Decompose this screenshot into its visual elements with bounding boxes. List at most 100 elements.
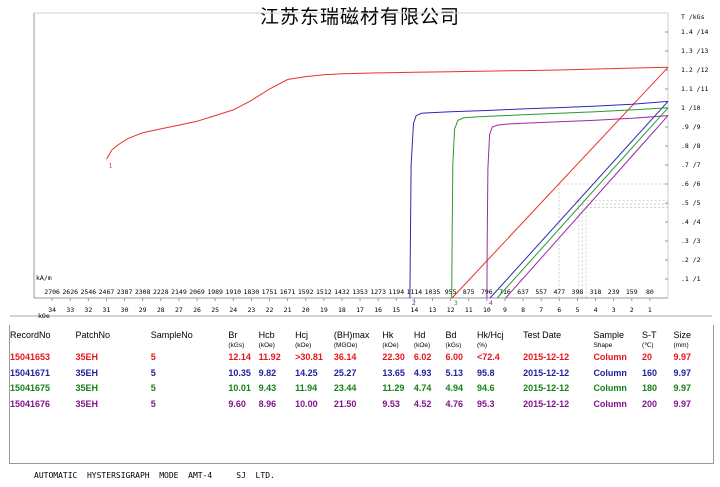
right-axis-unit: T /kGs xyxy=(681,13,705,21)
x-top-tick-label: 2228 xyxy=(153,288,169,296)
column-header: Hk/Hcj xyxy=(476,330,504,340)
column-header: SampleNo xyxy=(150,330,193,340)
table-cell: 9.53 xyxy=(382,398,400,409)
table-cell: 5 xyxy=(150,398,156,409)
column-header: Test Date xyxy=(523,330,562,340)
x-bottom-unit: kOe xyxy=(38,312,50,320)
x-bottom-tick-label: 1 xyxy=(648,306,652,314)
x-bottom-tick-label: 18 xyxy=(338,306,346,314)
table-cell: 6.02 xyxy=(413,352,432,362)
right-tick-label: .4 /4 xyxy=(681,218,701,226)
table-cell: 9.60 xyxy=(228,398,246,409)
column-header: Hd xyxy=(413,330,426,340)
x-bottom-tick-label: 17 xyxy=(356,306,364,314)
column-unit xyxy=(10,341,76,350)
table-row: 15041675 35EH 5 10.01 9.43 11.94 23.44 11.29 4.7… xyxy=(10,381,710,397)
x-top-tick-label: 637 xyxy=(517,288,529,296)
table-cell: 36.14 xyxy=(333,352,357,362)
table-body: 15041653 35EH 5 12.14 11.92 >30.81 36.14 22.30 6… xyxy=(10,350,710,412)
x-bottom-tick-label: 9 xyxy=(503,306,507,314)
column-unit: (%) xyxy=(476,342,488,349)
right-tick-label: .3 /3 xyxy=(681,237,701,245)
table-cell: 180 xyxy=(641,383,657,393)
x-bottom-tick-label: 21 xyxy=(284,306,292,314)
x-bottom-tick-label: 33 xyxy=(66,306,74,314)
x-top-tick-label: 1035 xyxy=(425,288,441,296)
column-header: S-T xyxy=(641,330,657,340)
table-cell: 35EH xyxy=(75,352,99,362)
x-bottom-tick-label: 22 xyxy=(266,306,274,314)
table-cell: Column xyxy=(593,398,627,409)
x-bottom-tick-label: 13 xyxy=(429,306,437,314)
footer-text: AUTOMATIC HYSTERSIGRAPH MODE AMT-4 SJ LT… xyxy=(34,471,275,480)
x-top-tick-label: 2387 xyxy=(117,288,133,296)
right-tick-label: .9 /9 xyxy=(681,123,701,131)
table-cell: 2015-12-12 xyxy=(523,352,570,362)
results-table-frame xyxy=(9,325,714,464)
right-axis-ticks: T /kGs .1 /1 .2 /2 .3 /3 .4 /4 .5 /5 .6 /6 .7 /… xyxy=(665,13,708,283)
table-row: 15041653 35EH 5 12.14 11.92 >30.81 36.14 22.30 6… xyxy=(10,350,710,366)
x-top-tick-label: 875 xyxy=(463,288,475,296)
table-cell: 10.01 xyxy=(228,383,251,393)
table-cell: 15041671 xyxy=(10,367,51,378)
x-bottom-tick-label: 12 xyxy=(447,306,455,314)
x-top-tick-label: 239 xyxy=(608,288,620,296)
table-cell: 20 xyxy=(641,352,652,362)
table-cell: 4.93 xyxy=(413,367,432,378)
table-cell: 25.27 xyxy=(333,367,357,378)
chart-curves: 1 2 3 4 xyxy=(106,66,669,307)
results-table: RecordNo PatchNo SampleNo Br Hcb Hcj (BH)max Hk… xyxy=(10,329,710,412)
series-line xyxy=(486,115,669,299)
series-line xyxy=(451,107,669,299)
right-tick-label: 1 /10 xyxy=(681,104,701,112)
table-cell: >30.81 xyxy=(295,352,323,362)
series-line xyxy=(106,66,669,160)
x-top-tick-label: 2706 xyxy=(44,288,60,296)
x-bottom-tick-label: 14 xyxy=(410,306,418,314)
table-cell: 35EH xyxy=(75,383,99,393)
table-cell: 23.44 xyxy=(333,383,357,393)
x-bottom-tick-label: 34 xyxy=(48,306,56,314)
column-unit: (kOe) xyxy=(295,342,312,349)
table-cell: 2015-12-12 xyxy=(523,398,570,409)
x-top-tick-label: 80 xyxy=(646,288,654,296)
x-bottom-tick-label: 30 xyxy=(121,306,129,314)
series-label: 1 xyxy=(108,161,112,169)
table-cell: 11.92 xyxy=(258,352,281,362)
column-unit: Shape xyxy=(593,342,613,349)
x-bottom-tick-label: 2 xyxy=(630,306,634,314)
series-line xyxy=(409,100,669,299)
table-cell: 13.65 xyxy=(382,367,405,378)
right-tick-label: 1.3 /13 xyxy=(681,47,708,55)
right-tick-label: 1.1 /11 xyxy=(681,85,708,93)
series-label: 2 xyxy=(412,299,416,307)
x-top-tick-label: 1353 xyxy=(352,288,368,296)
table-header-row: RecordNo PatchNo SampleNo Br Hcb Hcj (BH)max Hk… xyxy=(10,329,710,341)
column-unit: (kOe) xyxy=(258,342,275,349)
x-top-tick-label: 2149 xyxy=(171,288,187,296)
x-bottom-tick-label: 31 xyxy=(103,306,111,314)
right-tick-label: .7 /7 xyxy=(681,161,701,169)
table-row: 15041676 35EH 5 9.60 8.96 10.00 21.50 9.53 4.52 4… xyxy=(10,397,710,413)
chart-gridlines xyxy=(558,183,668,298)
column-unit: (kGs) xyxy=(445,342,462,349)
table-cell: 5 xyxy=(150,383,156,393)
x-top-tick-label: 159 xyxy=(626,288,638,296)
x-bottom-tick-label: 5 xyxy=(575,306,579,314)
column-unit: (mm) xyxy=(673,342,689,349)
column-header: PatchNo xyxy=(75,330,111,340)
x-top-tick-label: 2626 xyxy=(62,288,78,296)
right-tick-label: .6 /6 xyxy=(681,180,701,188)
table-cell: 22.30 xyxy=(382,352,405,362)
table-cell: 15041676 xyxy=(10,398,51,409)
column-unit: (kOe) xyxy=(382,342,399,349)
table-cell: 95.3 xyxy=(476,398,495,409)
x-bottom-tick-label: 3 xyxy=(612,306,616,314)
x-top-tick-label: 1194 xyxy=(388,288,404,296)
column-header: (BH)max xyxy=(333,330,370,340)
x-top-tick-label: 2069 xyxy=(189,288,205,296)
table-cell: 10.00 xyxy=(295,398,318,409)
column-header: Hk xyxy=(382,330,394,340)
table-unit-row: (kGs) (kOe) (kOe) (MGOe) (kOe) (kOe) (kGs) (%) S… xyxy=(10,341,710,350)
table-cell: 21.50 xyxy=(333,398,357,409)
